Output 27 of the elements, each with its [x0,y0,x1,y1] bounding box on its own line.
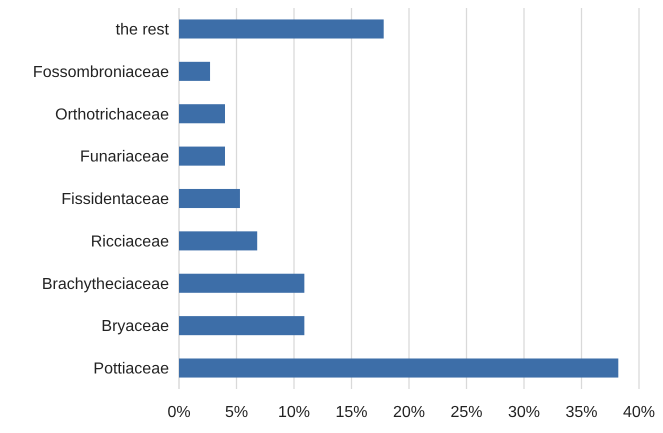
y-tick-label: the rest [116,22,170,39]
bar [179,358,618,378]
x-tick-label: 25% [450,404,483,421]
x-tick-label: 10% [278,404,310,421]
y-tick-label: Fossombroniaceae [32,64,170,81]
bar [179,104,225,124]
y-tick-label: Fissidentaceae [61,191,170,208]
bar [179,188,240,208]
y-tick-label: Brachytheciaceae [42,276,170,293]
y-tick-label: Bryaceae [101,318,170,336]
x-tick-label: 15% [335,404,368,421]
bar [179,62,210,81]
x-tick-label: 35% [565,404,598,421]
bar [179,274,304,293]
bar [179,146,225,166]
y-tick-label: Funariaceae [80,148,170,166]
x-tick-label: 20% [392,404,426,421]
x-tick-label: 5% [224,404,248,421]
x-tick-label: 30% [508,404,540,421]
x-tick-label: 0% [167,404,191,421]
y-tick-label: Ricciaceae [90,233,170,250]
bar [179,231,258,250]
y-tick-label: Pottiaceae [93,360,170,378]
bar [179,19,384,39]
y-tick-label: Orthotrichaceae [55,106,170,124]
x-tick-label: 40% [622,404,656,421]
bar [179,316,304,336]
